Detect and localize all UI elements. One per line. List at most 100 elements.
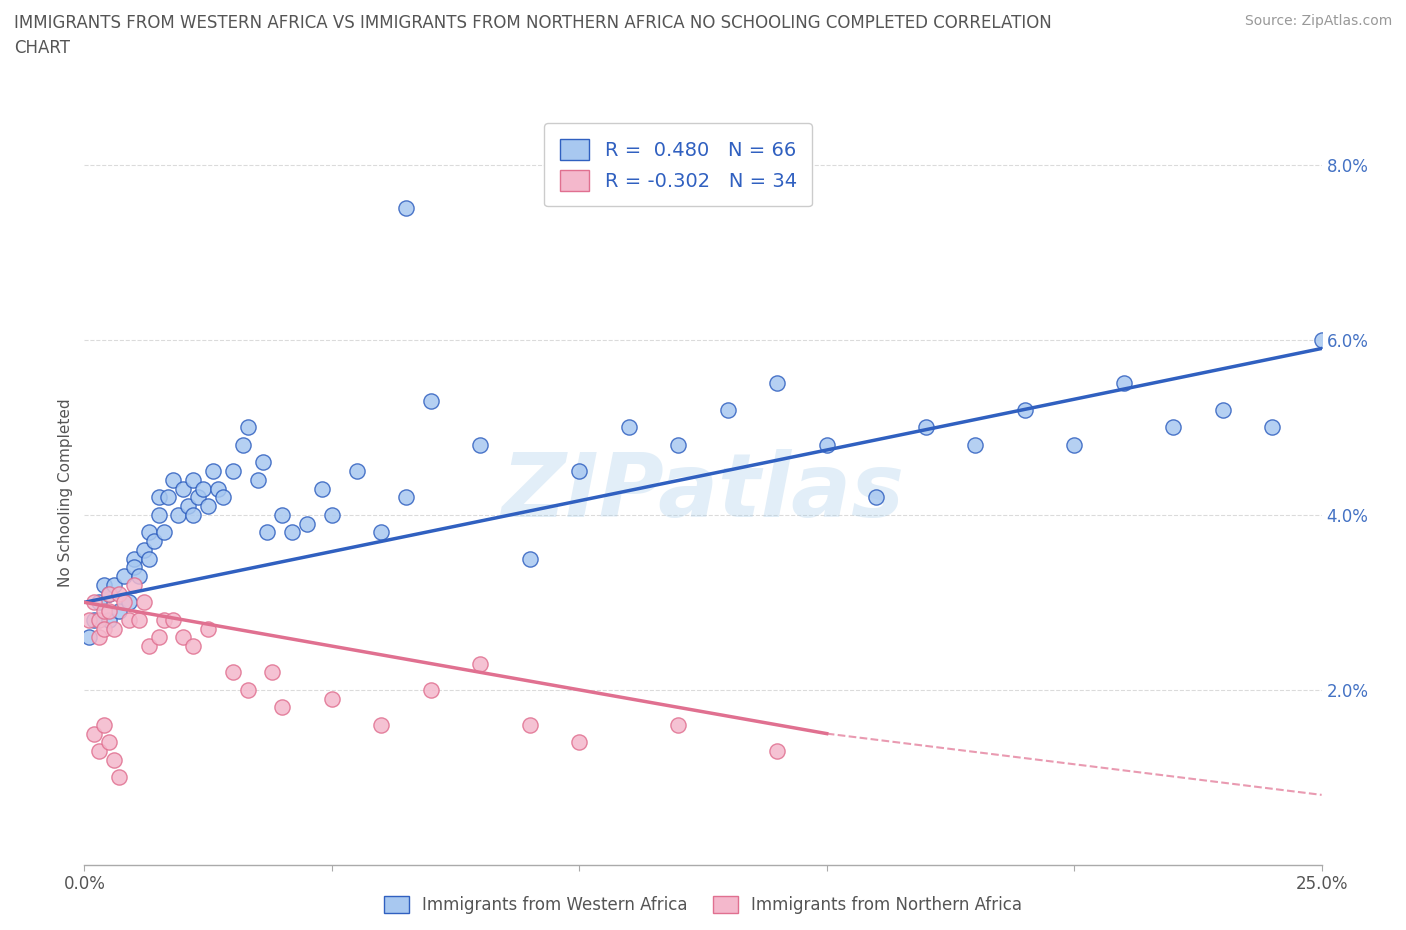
Point <box>103 621 125 636</box>
Point <box>177 498 200 513</box>
Point <box>83 612 105 627</box>
Point <box>187 490 209 505</box>
Point <box>1310 332 1333 347</box>
Point <box>370 525 392 539</box>
Legend: R =  0.480   N = 66, R = -0.302   N = 34: R = 0.480 N = 66, R = -0.302 N = 34 <box>544 123 813 206</box>
Point <box>766 376 789 391</box>
Point <box>79 612 101 627</box>
Point <box>118 612 141 627</box>
Point <box>256 525 278 539</box>
Point <box>252 455 274 470</box>
Point <box>148 508 170 523</box>
Point <box>1161 419 1184 434</box>
Point <box>152 525 174 539</box>
Point <box>138 639 160 654</box>
Legend: Immigrants from Western Africa, Immigrants from Northern Africa: Immigrants from Western Africa, Immigran… <box>377 889 1029 921</box>
Point <box>197 498 219 513</box>
Point <box>98 586 121 601</box>
Point <box>1063 437 1085 452</box>
Point <box>470 437 492 452</box>
Point <box>128 612 150 627</box>
Text: Source: ZipAtlas.com: Source: ZipAtlas.com <box>1244 14 1392 28</box>
Point <box>295 516 318 531</box>
Point <box>132 595 155 610</box>
Point <box>181 508 204 523</box>
Point <box>395 201 418 216</box>
Point <box>1014 403 1036 418</box>
Point <box>207 481 229 496</box>
Point <box>666 437 689 452</box>
Point <box>93 621 115 636</box>
Point <box>222 665 245 680</box>
Point <box>172 630 194 644</box>
Point <box>89 744 111 759</box>
Point <box>181 472 204 487</box>
Point <box>108 604 131 618</box>
Point <box>108 770 131 785</box>
Point <box>79 630 101 644</box>
Point <box>311 481 333 496</box>
Point <box>666 717 689 732</box>
Point <box>246 472 269 487</box>
Point <box>232 437 254 452</box>
Point <box>138 525 160 539</box>
Point <box>122 560 145 575</box>
Point <box>167 508 190 523</box>
Point <box>865 490 887 505</box>
Point <box>148 490 170 505</box>
Point <box>815 437 838 452</box>
Point <box>142 534 165 549</box>
Point <box>98 735 121 750</box>
Point <box>108 586 131 601</box>
Point <box>148 630 170 644</box>
Point <box>519 717 541 732</box>
Point <box>83 726 105 741</box>
Point <box>118 595 141 610</box>
Point <box>83 595 105 610</box>
Point <box>138 551 160 566</box>
Point <box>181 639 204 654</box>
Point <box>965 437 987 452</box>
Point <box>1261 419 1284 434</box>
Point <box>93 717 115 732</box>
Point <box>370 717 392 732</box>
Point <box>89 630 111 644</box>
Point <box>222 463 245 478</box>
Point <box>236 683 259 698</box>
Point <box>321 508 343 523</box>
Point <box>112 568 135 583</box>
Point <box>122 578 145 592</box>
Point <box>89 612 111 627</box>
Point <box>162 472 184 487</box>
Point <box>419 683 441 698</box>
Point <box>568 735 591 750</box>
Point <box>93 604 115 618</box>
Point <box>93 578 115 592</box>
Point <box>419 393 441 408</box>
Point <box>236 419 259 434</box>
Point <box>132 542 155 557</box>
Point <box>98 604 121 618</box>
Point <box>271 700 294 715</box>
Point <box>262 665 284 680</box>
Point <box>766 744 789 759</box>
Point <box>103 578 125 592</box>
Point <box>128 568 150 583</box>
Point <box>197 621 219 636</box>
Point <box>395 490 418 505</box>
Point <box>321 691 343 706</box>
Y-axis label: No Schooling Completed: No Schooling Completed <box>58 399 73 587</box>
Point <box>103 752 125 767</box>
Point <box>914 419 936 434</box>
Point <box>281 525 304 539</box>
Point <box>212 490 235 505</box>
Point <box>617 419 640 434</box>
Point <box>519 551 541 566</box>
Text: ZIPatlas: ZIPatlas <box>502 449 904 537</box>
Point <box>172 481 194 496</box>
Point <box>568 463 591 478</box>
Point <box>89 595 111 610</box>
Point <box>717 403 740 418</box>
Point <box>470 657 492 671</box>
Point <box>191 481 214 496</box>
